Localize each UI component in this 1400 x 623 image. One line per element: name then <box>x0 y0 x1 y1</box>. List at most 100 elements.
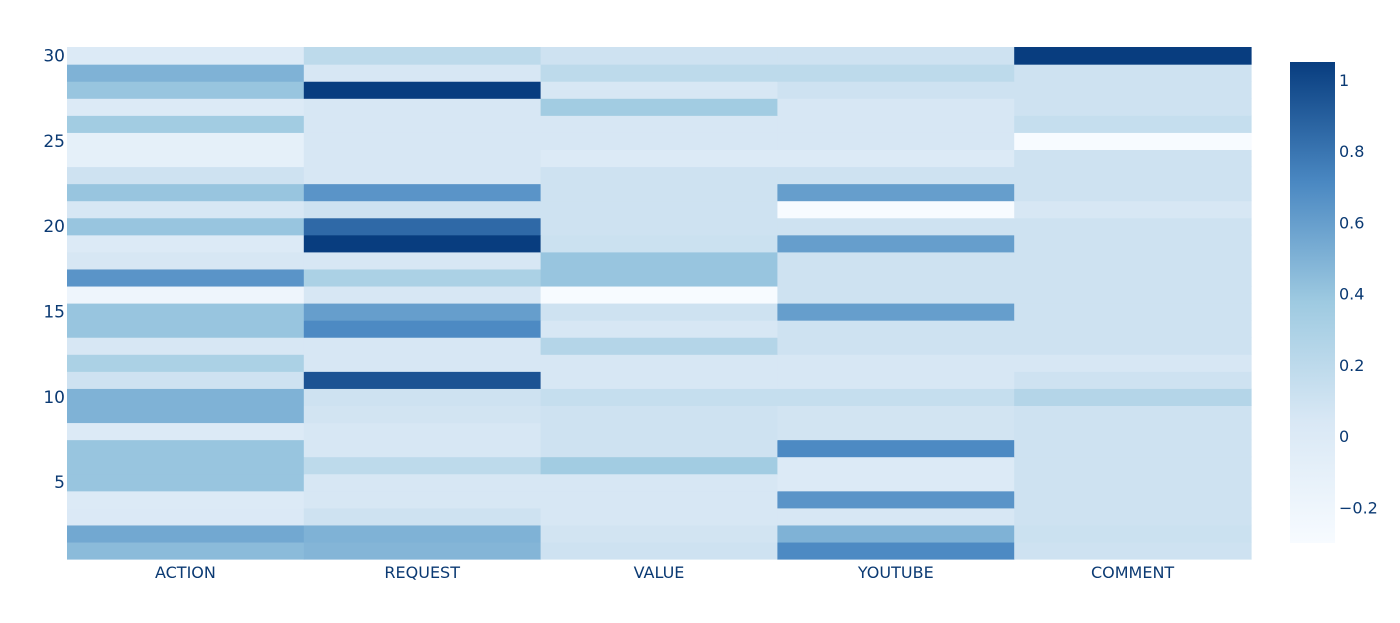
heatmap-cell <box>1014 166 1252 185</box>
heatmap-cell <box>540 268 778 287</box>
colorbar-tick-label: 0.8 <box>1339 142 1364 161</box>
colorbar-tick-label: 1 <box>1339 71 1349 90</box>
y-axis-tick-labels: 5 10 15 20 25 30 <box>43 47 65 494</box>
heatmap-cell <box>540 439 778 458</box>
heatmap-cell <box>67 98 305 116</box>
colorbar: −0.2 0 0.2 0.4 0.6 0.8 1 <box>1290 62 1378 543</box>
heatmap-cell <box>777 132 1015 150</box>
heatmap-cell <box>777 234 1015 253</box>
heatmap-cell <box>540 234 778 253</box>
heatmap-cell <box>1014 490 1252 509</box>
heatmap-cell <box>1014 285 1252 304</box>
heatmap-cell <box>777 422 1015 441</box>
heatmap-cell <box>303 200 542 219</box>
heatmap-cell <box>777 473 1015 492</box>
heatmap-cell <box>1014 456 1252 475</box>
y-tick-label: 30 <box>43 47 65 67</box>
heatmap-cell <box>1014 303 1252 321</box>
heatmap-cell <box>1014 354 1252 372</box>
heatmap-cell <box>67 200 305 219</box>
heatmap-cell <box>540 98 778 116</box>
heatmap-cell <box>777 439 1015 458</box>
heatmap-cell <box>67 166 305 185</box>
heatmap-cell <box>67 64 305 82</box>
heatmap-cell <box>1014 268 1252 287</box>
heatmap-cell <box>303 456 542 475</box>
heatmap-cell <box>540 81 778 99</box>
heatmap-cell <box>303 132 542 150</box>
heatmap-cell <box>777 320 1015 338</box>
heatmap-cell <box>777 268 1015 287</box>
heatmap-cell <box>67 132 305 150</box>
heatmap-cell <box>67 388 305 406</box>
x-tick-label: VALUE <box>634 563 685 582</box>
heatmap-cell <box>777 115 1015 133</box>
heatmap-cell <box>777 251 1015 270</box>
heatmap-cell <box>777 524 1015 543</box>
heatmap-cell <box>303 149 542 168</box>
heatmap-cell <box>777 200 1015 219</box>
heatmap-cell <box>540 251 778 270</box>
heatmap-cell <box>777 166 1015 185</box>
heatmap-cell <box>777 183 1015 202</box>
heatmap-cell <box>540 473 778 492</box>
heatmap-cell <box>540 490 778 509</box>
heatmap-cell <box>1014 422 1252 441</box>
heatmap-cell <box>777 388 1015 406</box>
colorbar-tick-label: 0.6 <box>1339 213 1364 232</box>
heatmap-cell <box>777 507 1015 526</box>
heatmap-cell <box>67 473 305 492</box>
heatmap-cell <box>1014 47 1252 65</box>
heatmap-cell <box>303 98 542 116</box>
heatmap-cell <box>67 285 305 304</box>
heatmap-cell <box>67 354 305 372</box>
heatmap-cell <box>67 405 305 424</box>
heatmap-cell <box>777 285 1015 304</box>
heatmap-cell <box>777 149 1015 168</box>
heatmap-cell <box>67 524 305 543</box>
heatmap-cell <box>1014 183 1252 202</box>
heatmap-cell <box>1014 541 1252 560</box>
heatmap-cell <box>540 422 778 441</box>
colorbar-tick-label: 0.4 <box>1339 285 1364 304</box>
heatmap-cell <box>303 217 542 236</box>
heatmap-cell <box>1014 371 1252 389</box>
heatmap-cell <box>1014 337 1252 355</box>
heatmap-cell <box>303 285 542 304</box>
heatmap-cell <box>303 405 542 424</box>
heatmap-cell <box>540 132 778 150</box>
x-tick-label: ACTION <box>155 563 216 582</box>
heatmap-cell <box>1014 132 1252 150</box>
heatmap-cell <box>67 47 305 65</box>
heatmap-cell <box>777 490 1015 509</box>
heatmap-cell <box>540 524 778 543</box>
heatmap-cell <box>1014 251 1252 270</box>
heatmap-cell <box>540 115 778 133</box>
heatmap-cell <box>540 200 778 219</box>
heatmap-cell <box>777 405 1015 424</box>
heatmap-cell <box>1014 200 1252 219</box>
heatmap-cell <box>540 354 778 372</box>
heatmap-cell <box>67 251 305 270</box>
heatmap-cell <box>303 234 542 253</box>
heatmap-cell <box>1014 405 1252 424</box>
heatmap-cell <box>303 541 542 560</box>
heatmap-cell <box>303 354 542 372</box>
x-axis-tick-labels: ACTION REQUEST VALUE YOUTUBE COMMENT <box>155 563 1174 582</box>
heatmap-cell <box>67 149 305 168</box>
heatmap-cell <box>540 507 778 526</box>
heatmap-cell <box>777 337 1015 355</box>
heatmap-cell <box>67 507 305 526</box>
heatmap-cell <box>1014 217 1252 236</box>
heatmap-cell <box>540 456 778 475</box>
heatmap-cell <box>67 456 305 475</box>
heatmap-cell <box>303 47 542 65</box>
heatmap-cell <box>67 439 305 458</box>
heatmap-cell <box>540 337 778 355</box>
heatmap-cell <box>303 268 542 287</box>
heatmap-cell <box>1014 115 1252 133</box>
y-tick-label: 20 <box>43 217 65 237</box>
heatmap-cell <box>540 405 778 424</box>
colorbar-tick-label: 0.2 <box>1339 356 1364 375</box>
